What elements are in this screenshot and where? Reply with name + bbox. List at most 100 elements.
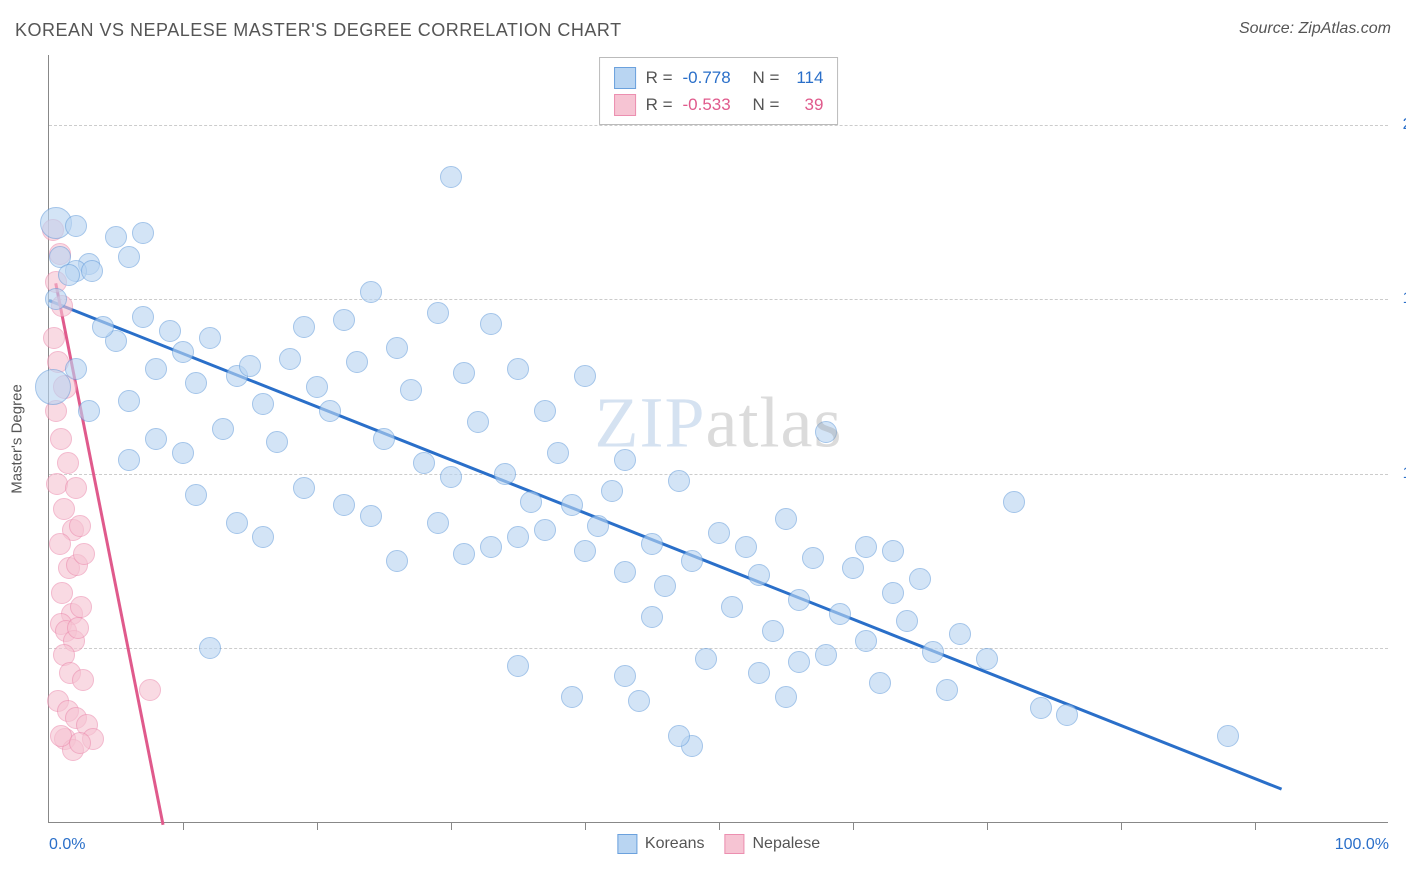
data-point (185, 372, 207, 394)
data-point (105, 226, 127, 248)
x-tick (317, 822, 318, 830)
data-point (159, 320, 181, 342)
data-point (145, 428, 167, 450)
y-tick-label: 10.0% (1393, 465, 1406, 483)
data-point (53, 498, 75, 520)
data-point (118, 449, 140, 471)
data-point (601, 480, 623, 502)
data-point (69, 732, 91, 754)
y-tick-label: 15.0% (1393, 290, 1406, 308)
data-point (72, 669, 94, 691)
y-tick-label: 20.0% (1393, 116, 1406, 134)
data-point (882, 582, 904, 604)
data-point (139, 679, 161, 701)
data-point (360, 281, 382, 303)
legend-item: Koreans (617, 834, 705, 854)
data-point (574, 540, 596, 562)
x-tick-label: 0.0% (49, 836, 85, 854)
x-tick (987, 822, 988, 830)
data-point (400, 379, 422, 401)
x-tick (585, 822, 586, 830)
data-point (507, 526, 529, 548)
data-point (641, 606, 663, 628)
data-point (949, 623, 971, 645)
data-point (360, 505, 382, 527)
data-point (762, 620, 784, 642)
data-point (909, 568, 931, 590)
data-point (252, 393, 274, 415)
data-point (842, 557, 864, 579)
data-point (73, 543, 95, 565)
data-point (735, 536, 757, 558)
data-point (748, 662, 770, 684)
data-point (587, 515, 609, 537)
data-point (65, 358, 87, 380)
data-point (199, 327, 221, 349)
data-point (855, 536, 877, 558)
data-point (1003, 491, 1025, 513)
data-point (494, 463, 516, 485)
data-point (58, 264, 80, 286)
x-tick (451, 822, 452, 830)
data-point (547, 442, 569, 464)
data-point (802, 547, 824, 569)
data-point (480, 313, 502, 335)
data-point (507, 358, 529, 380)
data-point (668, 470, 690, 492)
data-point (628, 690, 650, 712)
data-point (70, 596, 92, 618)
legend-swatch (614, 67, 636, 89)
source-label: Source: ZipAtlas.com (1239, 20, 1391, 38)
data-point (293, 316, 315, 338)
data-point (226, 512, 248, 534)
data-point (976, 648, 998, 670)
data-point (306, 376, 328, 398)
data-point (896, 610, 918, 632)
data-point (936, 679, 958, 701)
data-point (507, 655, 529, 677)
data-point (681, 550, 703, 572)
data-point (118, 390, 140, 412)
data-point (81, 260, 103, 282)
legend-swatch (724, 834, 744, 854)
y-axis-label: Master's Degree (9, 384, 26, 494)
data-point (520, 491, 542, 513)
data-point (266, 431, 288, 453)
x-tick-label: 100.0% (1335, 836, 1389, 854)
data-point (708, 522, 730, 544)
gridline (49, 648, 1388, 649)
data-point (199, 637, 221, 659)
x-tick (853, 822, 854, 830)
data-point (882, 540, 904, 562)
data-point (50, 428, 72, 450)
series-legend: Koreans Nepalese (617, 834, 820, 854)
y-tick-label: 5.0% (1393, 639, 1406, 657)
data-point (239, 355, 261, 377)
data-point (172, 341, 194, 363)
data-point (453, 362, 475, 384)
data-point (614, 449, 636, 471)
data-point (293, 477, 315, 499)
data-point (855, 630, 877, 652)
data-point (67, 617, 89, 639)
data-point (57, 452, 79, 474)
legend-item: Nepalese (724, 834, 820, 854)
legend-swatch (614, 94, 636, 116)
data-point (641, 533, 663, 555)
data-point (721, 596, 743, 618)
data-point (333, 494, 355, 516)
data-point (614, 665, 636, 687)
data-point (1030, 697, 1052, 719)
data-point (69, 515, 91, 537)
data-point (427, 302, 449, 324)
data-point (654, 575, 676, 597)
data-point (118, 246, 140, 268)
data-point (695, 648, 717, 670)
data-point (92, 316, 114, 338)
data-point (145, 358, 167, 380)
data-point (788, 651, 810, 673)
x-tick (1121, 822, 1122, 830)
chart-title: KOREAN VS NEPALESE MASTER'S DEGREE CORRE… (15, 20, 622, 40)
data-point (78, 400, 100, 422)
data-point (1056, 704, 1078, 726)
